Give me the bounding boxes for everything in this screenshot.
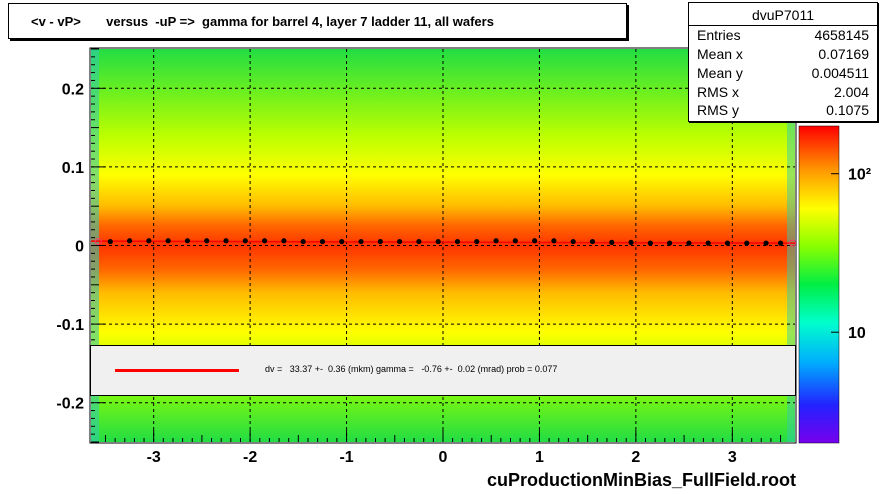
profile-point bbox=[493, 238, 499, 244]
profile-points bbox=[90, 238, 797, 247]
profile-point-open bbox=[789, 239, 797, 247]
stats-value: 0.07169 bbox=[818, 46, 869, 62]
fit-line-sample bbox=[115, 369, 239, 372]
y-tick-label: 0.1 bbox=[62, 160, 84, 177]
stats-key: RMS x bbox=[697, 84, 739, 100]
profile-point bbox=[261, 238, 268, 244]
stats-value: 4658145 bbox=[814, 27, 869, 43]
stats-row-rms-y: RMS y 0.1075 bbox=[697, 102, 869, 120]
profile-point bbox=[281, 238, 287, 244]
fit-legend: dv = 33.37 +- 0.36 (mkm) gamma = -0.76 +… bbox=[90, 345, 796, 396]
stats-row-entries: Entries 4658145 bbox=[697, 27, 869, 45]
profile-point bbox=[397, 238, 403, 245]
profile-point bbox=[705, 240, 711, 246]
stats-key: Mean y bbox=[697, 65, 743, 81]
profile-point bbox=[223, 238, 229, 244]
profile-point bbox=[358, 238, 364, 245]
profile-point bbox=[242, 238, 248, 244]
profile-point bbox=[319, 238, 326, 245]
x-tick-label: 3 bbox=[728, 449, 737, 466]
profile-point bbox=[300, 238, 306, 245]
profile-point bbox=[339, 238, 345, 245]
profile-point bbox=[686, 240, 692, 246]
x-tick-label: -3 bbox=[147, 449, 161, 466]
profile-point bbox=[744, 240, 750, 246]
profile-point bbox=[551, 238, 557, 244]
profile-point bbox=[589, 238, 596, 245]
profile-point bbox=[204, 238, 210, 244]
profile-point bbox=[184, 238, 191, 244]
stats-value: 0.1075 bbox=[826, 102, 869, 118]
tick-labels: -3 -2 -1 0 1 2 3 -0.2 -0.1 0 0.1 0.2 bbox=[56, 81, 736, 466]
colorbar-label: 10 bbox=[848, 325, 866, 342]
stats-key: Entries bbox=[697, 27, 741, 43]
colorbar-label: 10² bbox=[848, 167, 871, 184]
y-tick-label: -0.2 bbox=[56, 396, 84, 413]
profile-point bbox=[570, 238, 576, 245]
y-tick-label: 0.2 bbox=[62, 81, 84, 98]
profile-point bbox=[435, 238, 441, 245]
profile-point bbox=[667, 240, 673, 246]
colorbar bbox=[798, 125, 840, 444]
profile-point bbox=[126, 238, 133, 244]
profile-point bbox=[777, 240, 784, 246]
y-tick-label: -0.1 bbox=[56, 317, 84, 334]
stats-divider bbox=[689, 25, 877, 26]
profile-point bbox=[416, 238, 422, 245]
profile-point bbox=[512, 238, 518, 244]
profile-point bbox=[107, 238, 113, 245]
stats-box: dvuP7011 Entries 4658145 Mean x 0.07169 … bbox=[688, 2, 878, 122]
fit-result-text: dv = 33.37 +- 0.36 (mkm) gamma = -0.76 +… bbox=[265, 364, 558, 374]
colorbar-labels: 10 10² bbox=[831, 167, 871, 342]
title-box: <v - vP> versus -uP => gamma for barrel … bbox=[8, 3, 627, 39]
profile-point bbox=[474, 238, 480, 245]
profile-point bbox=[628, 239, 634, 245]
x-tick-label: 1 bbox=[535, 449, 544, 466]
profile-point bbox=[146, 238, 152, 244]
stats-row-rms-x: RMS x 2.004 bbox=[697, 84, 869, 102]
profile-point bbox=[377, 238, 383, 245]
stats-value: 2.004 bbox=[833, 84, 869, 100]
profile-point bbox=[532, 238, 538, 244]
stats-title: dvuP7011 bbox=[751, 7, 814, 23]
stats-row-mean-x: Mean x 0.07169 bbox=[697, 46, 869, 64]
x-tick-label: -1 bbox=[339, 449, 353, 466]
profile-point bbox=[454, 238, 461, 245]
profile-point-open bbox=[94, 238, 102, 246]
profile-point bbox=[165, 238, 171, 244]
stats-key: RMS y bbox=[697, 102, 739, 118]
stats-value: 0.004511 bbox=[811, 65, 869, 81]
chart-title: <v - vP> versus -uP => gamma for barrel … bbox=[31, 14, 494, 29]
profile-point bbox=[647, 240, 653, 246]
profile-point bbox=[609, 239, 615, 245]
x-tick-label: 2 bbox=[631, 449, 640, 466]
profile-point bbox=[724, 240, 731, 246]
stats-key: Mean x bbox=[697, 46, 743, 62]
y-tick-label: 0 bbox=[75, 239, 84, 256]
stats-row-mean-y: Mean y 0.004511 bbox=[697, 65, 869, 83]
x-tick-label: 0 bbox=[439, 449, 448, 466]
footer-filename: cuProductionMinBias_FullField.root bbox=[487, 470, 797, 490]
x-tick-label: -2 bbox=[243, 449, 257, 466]
profile-point bbox=[763, 240, 769, 246]
